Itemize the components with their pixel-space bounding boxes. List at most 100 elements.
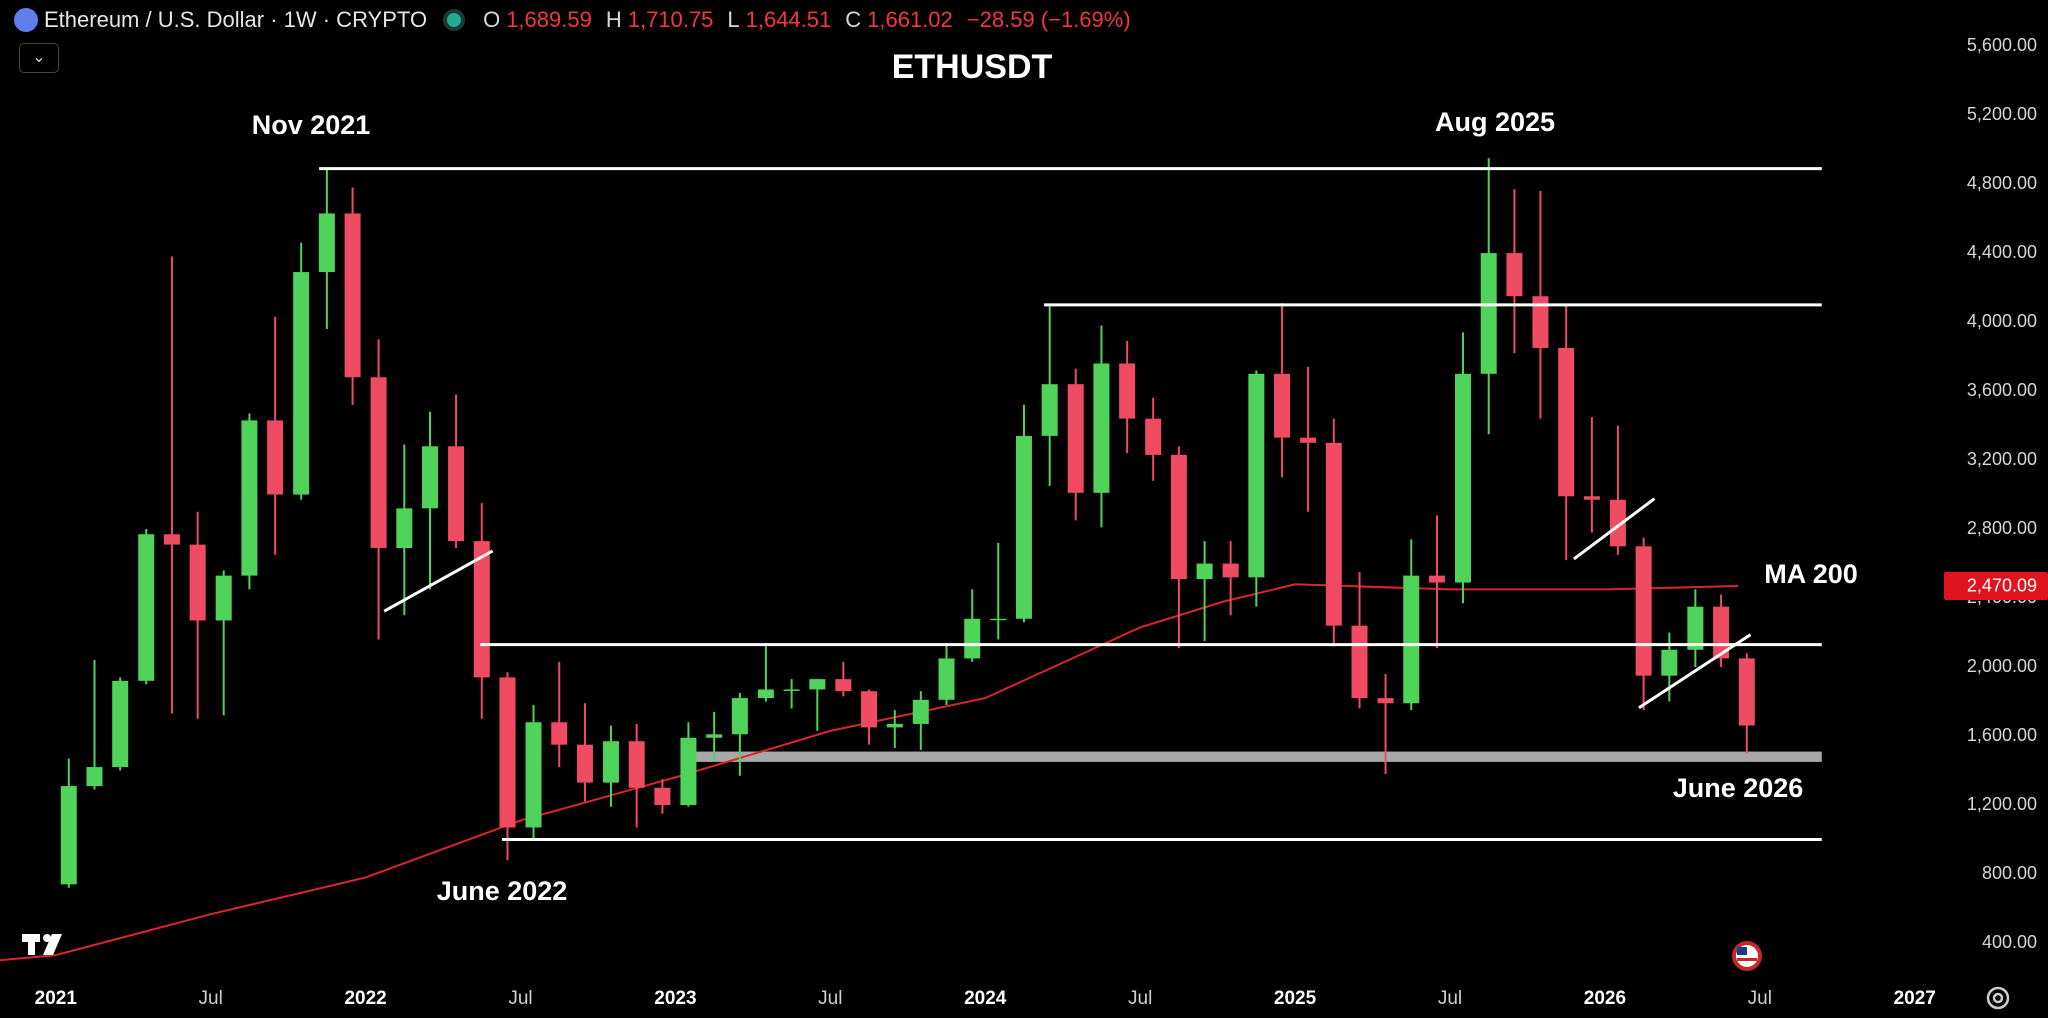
candle-body [1015,435,1032,619]
candle-body [964,618,981,659]
symbol: Ethereum / U.S. Dollar · 1W · CRYPTO [44,7,428,32]
price-tag [1944,571,2048,600]
candle-body [861,691,878,728]
ohlc-key: O [483,7,501,32]
candle-body [731,698,748,735]
candle-body [396,508,413,549]
candle-body [422,446,439,509]
candle-body [267,420,284,495]
candle-body [628,741,645,788]
candle-body [1635,546,1652,676]
candle-body [344,213,361,378]
candle-body [680,737,697,806]
chart-title: ETHUSDT [892,48,1053,86]
candle-body [654,787,671,806]
y-tick-label: 2,800.00 [1967,518,2037,538]
candle-body [1300,437,1317,443]
x-tick-label: Jul [508,988,532,1009]
y-tick-label: 800.00 [1982,863,2037,883]
annotation: June 2026 [1673,773,1804,803]
candle-body [86,767,103,787]
candle-body [1041,384,1058,436]
candle-body [1687,606,1704,650]
candle-body [1506,253,1523,297]
candle-body [1609,499,1626,547]
collapse-button[interactable]: ⌄ [19,43,59,73]
candle-body [293,272,310,495]
axes: 400.00800.001,200.001,600.002,000.002,40… [35,35,2048,1009]
candle-body [1738,658,1755,726]
ma-line [0,583,1739,962]
y-tick-label: 3,600.00 [1967,380,2037,400]
y-tick-label: 5,200.00 [1967,104,2037,124]
symbol-icon [14,8,38,32]
candle-body [1325,442,1342,626]
candle-body [499,677,516,828]
candle-body [912,699,929,724]
flag-icon[interactable] [1732,941,1762,971]
x-tick-label: Jul [818,988,842,1009]
y-tick-label: 4,800.00 [1967,173,2037,193]
settings-icon[interactable] [1986,986,2010,1010]
candle-body [783,689,800,691]
y-tick-label: 400.00 [1982,932,2037,952]
candle-body [448,446,465,542]
candle-body [138,534,155,681]
candle-body [1583,496,1600,500]
price-axis-bg [1955,0,2048,1018]
price-tag-label: 2,470.09 [1967,576,2037,596]
candle-body [370,377,387,549]
candle-body [757,689,774,699]
candle-body [1248,373,1265,578]
y-tick-label: 1,600.00 [1967,725,2037,745]
candle-body [112,680,129,768]
y-tick-label: 3,200.00 [1967,449,2037,469]
x-tick-label: 2021 [35,988,78,1009]
status-dot [447,13,462,27]
candle-body [215,575,232,621]
x-tick-label: 2022 [344,988,386,1009]
candle-body [1377,698,1394,704]
candle-body [809,679,826,690]
candle-body [835,679,852,692]
candle-body [938,658,955,700]
candle-body [1274,373,1291,438]
x-tick-label: 2025 [1274,988,1317,1009]
candle-body [1170,454,1187,580]
ohlc-key: L [727,7,740,32]
candle-body [551,722,568,745]
y-tick-label: 5,600.00 [1967,35,2037,55]
annotation: June 2022 [437,876,568,906]
x-tick-label: 2027 [1894,988,1936,1009]
candle-body [318,213,335,273]
candle-body [706,734,723,738]
candle-body [1428,575,1445,583]
plot-area [0,158,1822,962]
ohlc-value: 1,689.59 [506,7,592,32]
ohlc-value: 1,644.51 [745,7,832,32]
candle-body [189,544,206,621]
annotation: Nov 2021 [252,110,371,140]
ohlc-value: 1,661.02 [867,7,953,32]
x-tick-label: 2024 [964,988,1007,1009]
tv-logo [22,934,62,955]
x-tick-label: 2023 [654,988,696,1009]
candle-body [1222,563,1239,578]
x-tick-label: Jul [1128,988,1152,1009]
candle-body [163,534,180,545]
candle-body [1351,625,1368,699]
candle-body [1532,296,1549,348]
candle-body [1093,363,1110,493]
candle-body [602,741,619,783]
y-tick-label: 1,200.00 [1967,794,2037,814]
y-tick-label: 4,400.00 [1967,242,2037,262]
candle-body [1196,563,1213,580]
candle-body [576,744,593,783]
ma-label: MA 200 [1764,559,1858,589]
x-tick-label: Jul [1748,988,1772,1009]
candle-body [60,786,77,885]
candle-body [1480,253,1497,374]
candle-body [525,722,542,828]
